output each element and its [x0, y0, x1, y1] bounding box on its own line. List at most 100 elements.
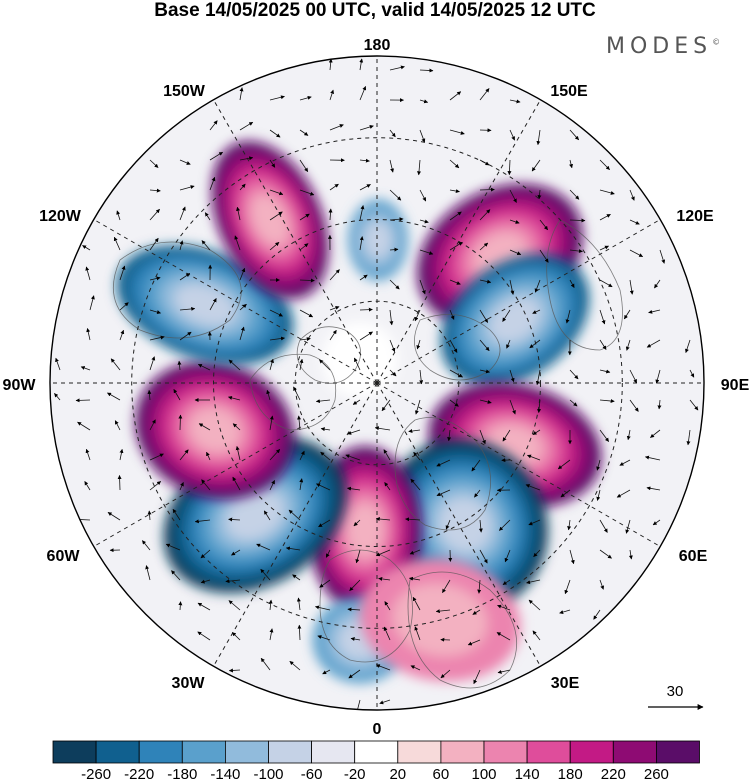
wind-vector	[299, 358, 304, 371]
wind-vector	[436, 489, 451, 497]
wind-vector	[419, 369, 424, 385]
wind-vector	[628, 549, 633, 560]
lon-label-120w: 120W	[39, 208, 82, 225]
wind-vector	[383, 449, 391, 461]
wind-vector	[599, 245, 609, 251]
wind-vector	[389, 369, 397, 377]
colorbar-tick-label: 100	[471, 766, 496, 783]
wind-vector	[479, 242, 489, 251]
wind-vector	[228, 600, 241, 611]
wind-vector	[320, 451, 331, 461]
wind-vector	[149, 237, 159, 251]
wind-vector	[329, 183, 339, 191]
wind-vector	[325, 549, 331, 558]
wind-vector	[75, 398, 91, 403]
wind-vector	[449, 129, 465, 135]
wind-vector	[529, 339, 541, 349]
wind-vector	[502, 429, 511, 442]
wind-vector	[329, 329, 337, 341]
wind-vector	[534, 279, 541, 293]
wind-vector	[269, 159, 276, 168]
wind-vector	[449, 241, 463, 251]
wind-vector	[389, 247, 399, 252]
wind-vector	[654, 279, 661, 289]
wind-vector	[179, 240, 184, 251]
wind-vector	[232, 423, 241, 431]
wind-vector	[239, 121, 254, 131]
wind-vector	[449, 399, 459, 407]
wind-vector	[375, 517, 391, 522]
brand-mark: ©	[712, 37, 721, 47]
wind-vector	[410, 665, 421, 671]
wind-vector	[141, 540, 151, 551]
wind-vector	[506, 339, 511, 349]
wind-vector	[414, 626, 421, 641]
meridian	[213, 99, 378, 384]
wind-vector	[629, 399, 639, 412]
wind-vector	[147, 510, 152, 521]
wind-vector	[209, 298, 217, 311]
wind-vector	[239, 156, 254, 161]
wind-vector	[179, 482, 184, 491]
wind-vector	[328, 58, 333, 71]
negative-anomaly	[348, 199, 408, 281]
wind-vector	[474, 489, 481, 498]
wind-vector	[569, 189, 580, 200]
wind-vector	[232, 476, 241, 491]
lon-label-60e: 60E	[679, 548, 708, 565]
wind-vector	[389, 189, 402, 201]
wind-vector	[119, 329, 125, 341]
wind-vector	[236, 206, 241, 221]
meridian	[93, 219, 378, 384]
colorbar-swatch	[569, 740, 614, 764]
wind-vector	[198, 423, 211, 431]
wind-vector	[234, 235, 241, 251]
wind-vector	[473, 669, 481, 685]
wind-vector	[378, 576, 391, 581]
wind-vector	[269, 358, 274, 371]
wind-vector	[200, 549, 211, 559]
wind-vector	[479, 88, 490, 101]
lon-label-30e: 30E	[551, 675, 580, 692]
colorbar-tick-label: -60	[301, 766, 323, 783]
wind-vector	[352, 399, 361, 405]
meridian	[376, 382, 661, 547]
wind-vector	[419, 68, 434, 73]
wind-vector	[354, 357, 361, 371]
wind-vector	[355, 549, 361, 564]
wind-vector	[82, 245, 91, 251]
colorbar-swatch	[354, 740, 399, 764]
wind-vector	[652, 519, 661, 526]
wind-vector	[537, 189, 542, 200]
wind-vector	[269, 189, 284, 196]
wind-vector	[405, 517, 421, 522]
wind-vectors	[54, 58, 699, 710]
map-disk	[50, 56, 704, 710]
wind-vector	[239, 87, 244, 101]
wind-vector	[269, 309, 283, 317]
wind-vector	[239, 326, 245, 341]
lon-label-60w: 60W	[47, 548, 81, 565]
colorbar-tick-label: -220	[124, 766, 154, 783]
wind-vector	[645, 455, 661, 461]
wind-vector	[375, 549, 391, 557]
wind-vector	[413, 451, 421, 461]
wind-vector	[119, 302, 129, 311]
wind-vector	[359, 184, 371, 191]
wind-vector	[269, 628, 274, 641]
wind-vector	[569, 249, 583, 254]
wind-vector	[107, 512, 121, 521]
wind-vector	[231, 549, 241, 556]
wind-vector	[359, 236, 364, 251]
wind-vector	[629, 279, 634, 295]
wind-vector	[449, 211, 462, 221]
wind-vector	[479, 279, 492, 284]
colorbar-swatch	[612, 740, 657, 764]
wind-vector	[119, 265, 126, 281]
wind-vector	[389, 217, 404, 222]
wind-vector	[359, 86, 367, 101]
wind-vector	[504, 549, 511, 563]
wind-vector	[239, 183, 246, 191]
wind-vector	[419, 129, 426, 143]
wind-vector	[419, 249, 434, 255]
